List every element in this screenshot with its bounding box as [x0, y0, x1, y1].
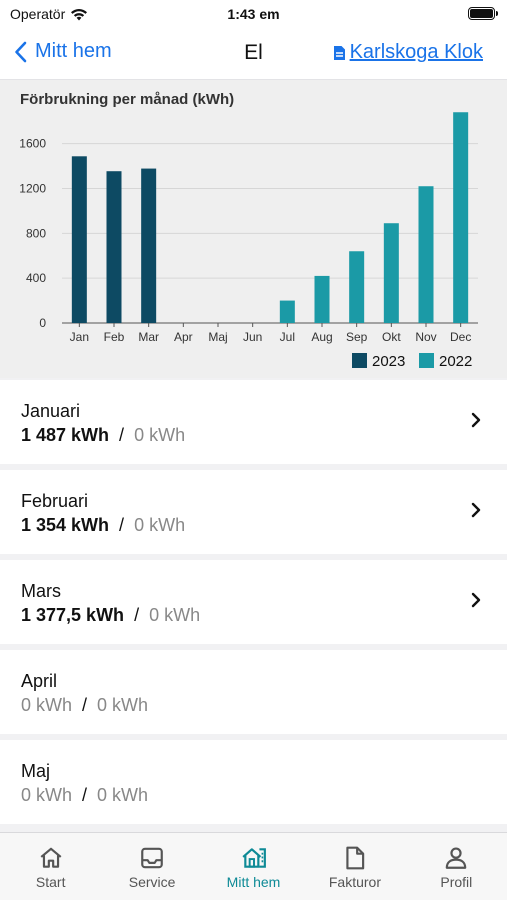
value-2023: 0 kWh	[21, 695, 73, 715]
back-label: Mitt hem	[35, 40, 112, 62]
tab-label: Service	[128, 874, 176, 890]
month-name: Mars	[21, 581, 61, 601]
tab-label: Fakturor	[328, 874, 381, 890]
value-separator: /	[119, 425, 125, 445]
bar-chart: 0 400 800 1200 1600 Jan Feb Mar Apr Maj Jun Jul Aug S…	[19, 112, 478, 370]
value-2023: 1 354 kWh	[21, 515, 110, 535]
value-2022: 0 kWh	[134, 515, 186, 535]
bar-2022-sep	[349, 251, 365, 323]
status-bar: Operatör 1:43 em	[0, 0, 507, 28]
month-row-februari[interactable]: Februari 1 354 kWh / 0 kWh	[0, 470, 507, 554]
x-tick-label: Dec	[450, 330, 471, 344]
tab-label: Start	[35, 874, 66, 890]
tab-service[interactable]: Service	[101, 833, 202, 900]
x-tick-label: Mar	[138, 330, 159, 344]
value-2022: 0 kWh	[97, 695, 149, 715]
month-row-april: April 0 kWh / 0 kWh	[0, 650, 507, 734]
month-row-maj: Maj 0 kWh / 0 kWh	[0, 740, 507, 824]
bar-2022-aug	[314, 275, 330, 323]
y-tick-label: 400	[26, 271, 46, 285]
inbox-icon	[141, 847, 163, 869]
month-name: April	[21, 671, 58, 691]
value-2022: 0 kWh	[134, 425, 186, 445]
carrier-label: Operatör	[10, 6, 66, 22]
bar-2022-okt	[383, 223, 399, 323]
clock: 1:43 em	[227, 6, 280, 22]
bar-2023-jan	[71, 156, 87, 323]
x-tick-label: Maj	[208, 330, 227, 344]
value-2022: 0 kWh	[149, 605, 201, 625]
value-2023: 1 377,5 kWh	[21, 605, 125, 625]
bar-2023-mar	[141, 168, 157, 323]
consumption-chart: Förbrukning per månad (kWh) 0 400 800 1200 1…	[0, 80, 507, 378]
legend-label-2023: 2023	[372, 353, 405, 370]
chevron-left-icon	[15, 41, 27, 62]
back-button[interactable]: Mitt hem	[14, 40, 112, 63]
tab-mitt-hem[interactable]: Mitt hem	[203, 833, 304, 900]
bar-2022-dec	[453, 112, 469, 324]
month-values: 0 kWh / 0 kWh	[21, 785, 148, 806]
chevron-right-icon	[471, 502, 481, 518]
value-separator: /	[134, 605, 140, 625]
x-tick-label: Jul	[280, 330, 295, 344]
wifi-icon	[71, 8, 88, 20]
month-row-januari[interactable]: Januari 1 487 kWh / 0 kWh	[0, 380, 507, 464]
x-tick-label: Aug	[311, 330, 332, 344]
value-2023: 1 487 kWh	[21, 425, 110, 445]
legend-label-2022: 2022	[439, 353, 472, 370]
x-tick-label: Jan	[70, 330, 89, 344]
bar-2022-jul	[279, 300, 295, 323]
legend-swatch-2023	[352, 353, 367, 368]
month-row-mars[interactable]: Mars 1 377,5 kWh / 0 kWh	[0, 560, 507, 644]
karlskoga-klok-link[interactable]: Karlskoga Klok	[333, 41, 483, 64]
person-icon	[446, 847, 467, 869]
tab-start[interactable]: Start	[0, 833, 101, 900]
y-tick-label: 1200	[19, 181, 46, 195]
tab-fakturor[interactable]: Fakturor	[304, 833, 405, 900]
month-name: Februari	[21, 491, 89, 511]
home-icon	[40, 847, 62, 868]
value-separator: /	[119, 515, 125, 535]
month-values: 1 354 kWh / 0 kWh	[21, 515, 185, 536]
tab-label: Mitt hem	[226, 874, 281, 890]
value-separator: /	[82, 695, 88, 715]
value-2022: 0 kWh	[97, 785, 149, 805]
y-tick-label: 800	[26, 226, 46, 240]
month-name: Januari	[21, 401, 81, 421]
carrier-info: Operatör	[10, 6, 88, 22]
link-label: Karlskoga Klok	[349, 41, 483, 63]
value-separator: /	[82, 785, 88, 805]
chevron-right-icon	[471, 412, 481, 428]
tab-bar: Start Service Mitt hem Fakturor Profil	[0, 832, 507, 900]
tab-label: Profil	[440, 874, 473, 890]
month-values: 1 377,5 kWh / 0 kWh	[21, 605, 200, 626]
x-tick-label: Sep	[346, 330, 368, 344]
house-meter-icon	[241, 848, 266, 868]
x-tick-label: Okt	[382, 330, 401, 344]
x-tick-label: Feb	[104, 330, 125, 344]
tab-profil[interactable]: Profil	[406, 833, 507, 900]
page-title: El	[244, 41, 263, 64]
chart-title: Förbrukning per månad (kWh)	[20, 91, 235, 108]
y-tick-label: 1600	[19, 137, 46, 151]
month-values: 0 kWh / 0 kWh	[21, 695, 148, 716]
navigation-bar: Mitt hem El Karlskoga Klok	[0, 28, 507, 80]
bar-2022-nov	[418, 186, 434, 323]
document-icon	[346, 846, 365, 870]
y-tick-label: 0	[39, 316, 46, 330]
chevron-right-icon	[471, 592, 481, 608]
battery-icon	[468, 7, 498, 20]
x-tick-label: Nov	[415, 330, 436, 344]
legend-swatch-2022	[419, 353, 434, 368]
document-icon	[333, 45, 345, 60]
month-name: Maj	[21, 761, 51, 781]
x-tick-label: Apr	[174, 330, 193, 344]
value-2023: 0 kWh	[21, 785, 73, 805]
x-tick-label: Jun	[243, 330, 262, 344]
bar-2023-feb	[106, 171, 122, 323]
month-values: 1 487 kWh / 0 kWh	[21, 425, 185, 446]
